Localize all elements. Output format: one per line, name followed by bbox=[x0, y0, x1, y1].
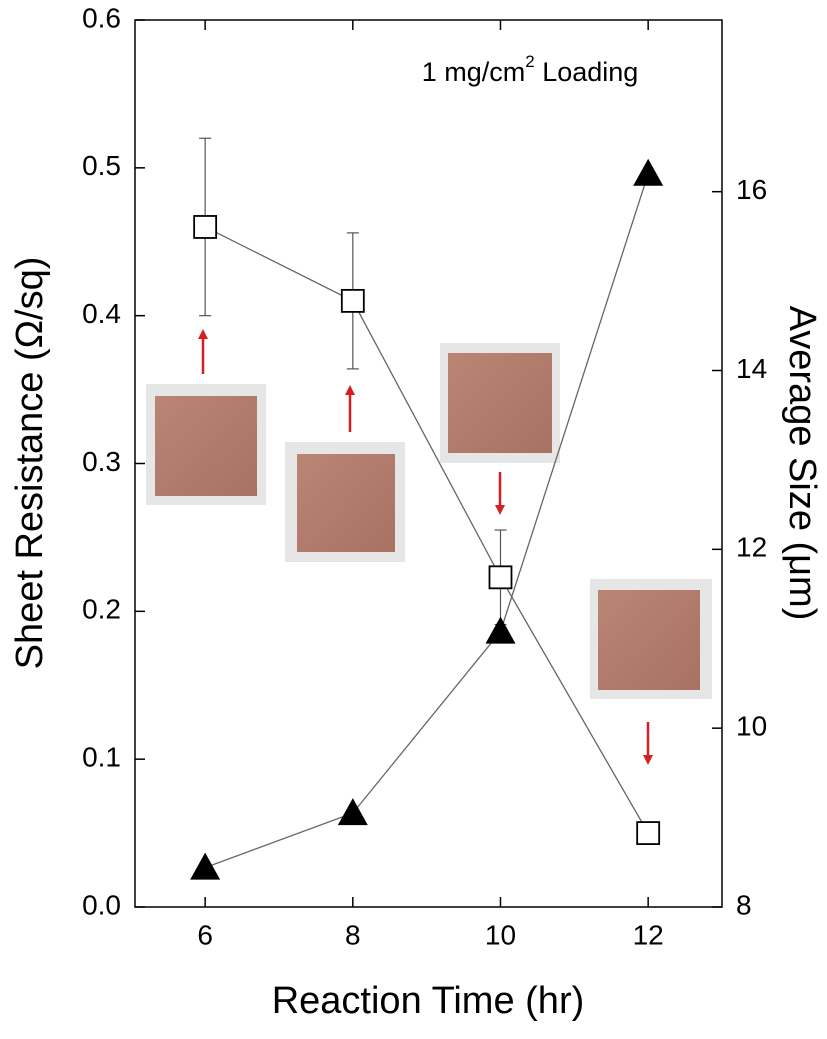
y2-tick-label: 10 bbox=[736, 711, 767, 742]
y2-tick-label: 12 bbox=[736, 532, 767, 563]
photo bbox=[155, 396, 257, 496]
x-tick-label: 10 bbox=[485, 919, 516, 950]
y2-tick-label: 8 bbox=[736, 889, 752, 920]
arrows bbox=[198, 329, 653, 765]
annotation-text: 1 mg/cm bbox=[422, 57, 526, 87]
x-axis-title: Reaction Time (hr) bbox=[272, 980, 585, 1022]
annotation-text: Loading bbox=[535, 57, 639, 87]
x-tick-label: 6 bbox=[197, 919, 213, 950]
series-line bbox=[204, 173, 649, 869]
triangle-marker bbox=[337, 798, 368, 826]
photo bbox=[297, 454, 395, 552]
y2-tick-label: 14 bbox=[736, 353, 767, 384]
square-marker bbox=[488, 565, 513, 590]
y-tick-label: 0.3 bbox=[82, 446, 121, 477]
y-tick-label: 0.2 bbox=[82, 594, 121, 625]
x-tick-label: 12 bbox=[633, 919, 664, 950]
y2-tick-label: 16 bbox=[736, 174, 767, 205]
triangle-marker bbox=[190, 852, 221, 880]
x-tick-label: 8 bbox=[345, 919, 361, 950]
annotation-sup: 2 bbox=[525, 52, 534, 71]
y-tick-label: 0.4 bbox=[82, 298, 121, 329]
y2-axis-title: Average Size (μm) bbox=[781, 306, 823, 621]
inset-photos bbox=[146, 343, 712, 699]
series-line bbox=[204, 226, 649, 834]
photo bbox=[598, 590, 700, 690]
square-marker bbox=[636, 821, 661, 845]
y-tick-label: 0.5 bbox=[82, 150, 121, 181]
annotation: 1 mg/cm2 Loading bbox=[422, 52, 639, 87]
y-tick-label: 0.6 bbox=[82, 2, 121, 33]
y-axis-title: Sheet Resistance (Ω/sq) bbox=[9, 257, 51, 670]
triangle-marker bbox=[485, 616, 516, 644]
square-marker bbox=[340, 288, 365, 313]
y-tick-label: 0.1 bbox=[82, 742, 121, 773]
square-marker bbox=[193, 215, 218, 239]
photo bbox=[448, 353, 552, 453]
y-tick-label: 0.0 bbox=[82, 889, 121, 920]
triangle-marker bbox=[633, 158, 664, 186]
